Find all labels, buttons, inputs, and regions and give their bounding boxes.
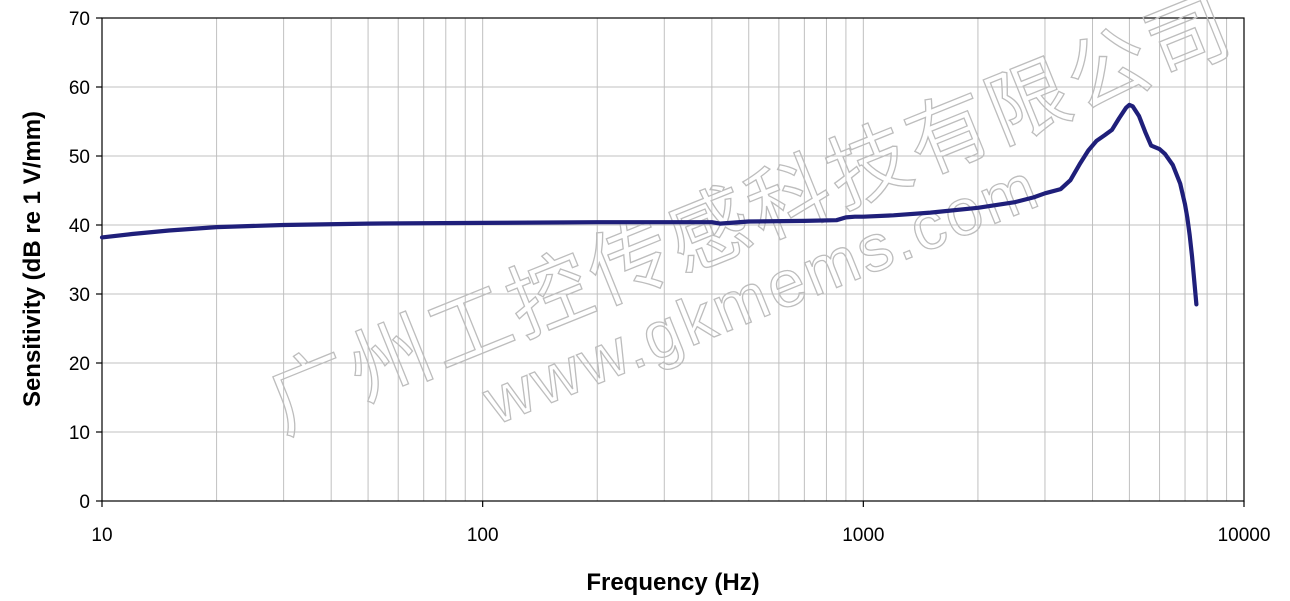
x-tick-label: 10000	[1218, 525, 1271, 546]
x-axis-title: Frequency (Hz)	[586, 569, 759, 596]
x-tick-label: 10	[91, 525, 112, 546]
y-tick-label: 70	[69, 9, 90, 30]
y-tick-label: 60	[69, 78, 90, 99]
watermark: 广州工控传感科技有限公司 www.gkmems.com	[255, 0, 1247, 451]
y-tick-label: 20	[69, 354, 90, 375]
y-tick-label: 40	[69, 216, 90, 237]
y-axis: 0 10 20 30 40 50 60 70	[69, 9, 102, 513]
plot-area-frame	[101, 17, 1245, 502]
y-tick-label: 30	[69, 285, 90, 306]
x-axis: 10 100 1000 10000	[91, 501, 1270, 546]
y-tick-label: 0	[79, 492, 90, 513]
x-tick-label: 1000	[842, 525, 884, 546]
y-tick-label: 50	[69, 147, 90, 168]
grid-lines	[102, 18, 1244, 501]
x-tick-label: 100	[467, 525, 499, 546]
series-line	[99, 102, 1199, 307]
y-tick-label: 10	[69, 423, 90, 444]
y-axis-title: Sensitivity (dB re 1 V/mm)	[19, 111, 46, 407]
